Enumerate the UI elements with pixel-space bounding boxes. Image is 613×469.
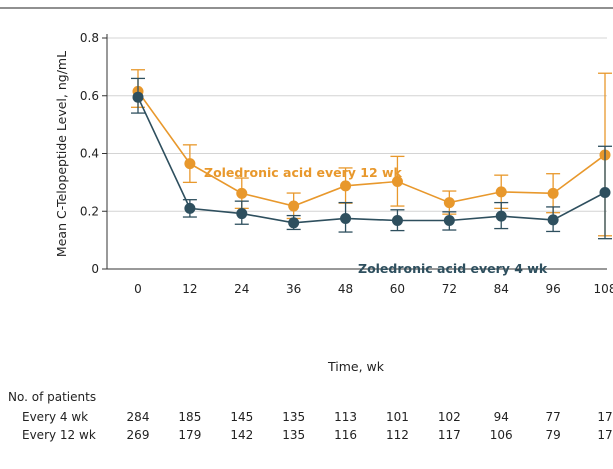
x-tick-label: 72	[442, 282, 457, 296]
data-point	[236, 208, 248, 220]
patients-count: 102	[438, 410, 461, 424]
patients-count: 284	[127, 410, 150, 424]
data-point	[599, 186, 611, 198]
x-tick-labels: 0 12 24 36 48 60 72 84 96 108	[134, 282, 613, 296]
patients-count: 106	[490, 428, 513, 442]
data-point	[547, 187, 559, 199]
patients-count: 77	[545, 410, 560, 424]
patients-count: 142	[230, 428, 253, 442]
patients-count: 135	[282, 410, 305, 424]
x-tick-label: 12	[182, 282, 197, 296]
patients-count: 113	[334, 410, 357, 424]
patients-table: Every 4 wk 284 185 145 135 113 101 102 94 77 17 Eve…	[22, 410, 613, 442]
x-axis-label: Time, wk	[327, 359, 385, 374]
data-point	[547, 214, 559, 226]
y-tick-labels: 0 0.2 0.4 0.6 0.8	[80, 31, 99, 276]
patients-count: 101	[386, 410, 409, 424]
y-axis-label: Mean C-Telopeptide Level, ng/mL	[54, 51, 69, 257]
y-tick-label: 0.6	[80, 89, 99, 103]
x-tick-label: 108	[594, 282, 613, 296]
patients-count: 17	[597, 428, 612, 442]
x-tick-label: 36	[286, 282, 301, 296]
patients-table-title: No. of patients	[8, 390, 96, 404]
data-point	[236, 187, 248, 199]
x-tick-label: 84	[494, 282, 509, 296]
data-point	[184, 202, 196, 214]
x-tick-label: 60	[390, 282, 405, 296]
patients-count: 116	[334, 428, 357, 442]
x-tick-label: 0	[134, 282, 142, 296]
annotation-every-12-wk: Zoledronic acid every 12 wk	[204, 165, 403, 180]
patients-row-label: Every 4 wk	[22, 410, 88, 424]
data-point	[340, 180, 352, 192]
y-tick-label: 0	[91, 262, 99, 276]
patients-count: 94	[494, 410, 509, 424]
patients-count: 79	[545, 428, 560, 442]
patients-count: 269	[127, 428, 150, 442]
data-series	[131, 69, 612, 240]
patients-count: 117	[438, 428, 461, 442]
patients-row-label: Every 12 wk	[22, 428, 96, 442]
data-point	[443, 197, 455, 209]
gridlines	[102, 37, 607, 270]
patients-count: 179	[178, 428, 201, 442]
x-tick-label: 96	[545, 282, 560, 296]
patients-count: 17	[597, 410, 612, 424]
series-line	[137, 90, 606, 207]
patients-count: 112	[386, 428, 409, 442]
data-point	[495, 186, 507, 198]
annotation-every-4-wk: Zoledronic acid every 4 wk	[358, 261, 548, 276]
series-line	[137, 96, 606, 224]
y-tick-label: 0.4	[80, 147, 99, 161]
data-point	[495, 210, 507, 222]
y-tick-label: 0.2	[80, 204, 99, 218]
y-tick-label: 0.8	[80, 31, 99, 45]
data-point	[340, 212, 352, 224]
x-tick-label: 24	[234, 282, 249, 296]
data-point	[443, 214, 455, 226]
series-every4	[131, 77, 612, 240]
data-point	[391, 214, 403, 226]
data-point	[391, 176, 403, 188]
axes	[106, 34, 607, 270]
patients-count: 185	[178, 410, 201, 424]
data-point	[132, 91, 144, 103]
data-point	[288, 200, 300, 212]
data-point	[288, 217, 300, 229]
patients-count: 145	[230, 410, 253, 424]
x-tick-label: 48	[338, 282, 353, 296]
patients-count: 135	[282, 428, 305, 442]
data-point	[184, 158, 196, 170]
